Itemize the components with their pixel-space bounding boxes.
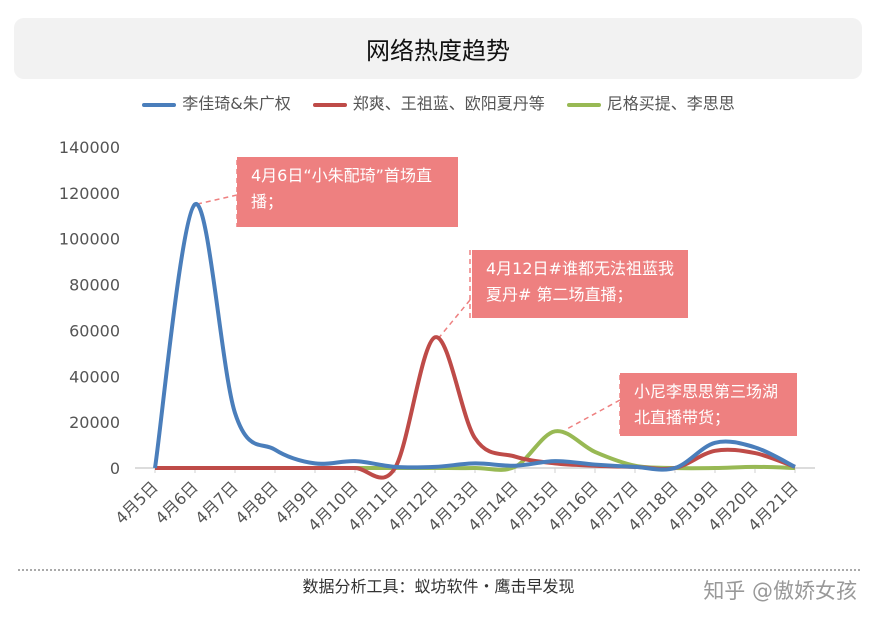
callout-line bbox=[192, 194, 238, 206]
legend: 李佳琦&朱广权 郑爽、王祖蓝、欧阳夏丹等 尼格买提、李思思 bbox=[0, 90, 877, 114]
y-tick-label: 140000 bbox=[59, 138, 120, 157]
y-tick-label: 120000 bbox=[59, 184, 120, 203]
legend-swatch bbox=[312, 102, 347, 107]
legend-item: 郑爽、王祖蓝、欧阳夏丹等 bbox=[312, 90, 545, 114]
x-tick-label: 4月8日 bbox=[231, 477, 281, 527]
legend-swatch bbox=[142, 102, 177, 107]
legend-label: 郑爽、王祖蓝、欧阳夏丹等 bbox=[352, 94, 545, 113]
x-tick-label: 4月7日 bbox=[191, 477, 241, 527]
annotation: 4月12日#谁都无法祖蓝我夏丹# 第二场直播； bbox=[472, 250, 688, 318]
annotation: 小尼李思思第三场湖北直播带货； bbox=[620, 373, 797, 436]
y-tick-label: 60000 bbox=[69, 321, 120, 340]
legend-label: 尼格买提、李思思 bbox=[606, 94, 735, 113]
legend-item: 李佳琦&朱广权 bbox=[142, 90, 291, 114]
series-line bbox=[153, 202, 796, 472]
y-tick-label: 0 bbox=[110, 459, 120, 478]
y-tick-label: 20000 bbox=[69, 413, 120, 432]
y-tick-label: 40000 bbox=[69, 367, 120, 386]
legend-swatch bbox=[566, 102, 601, 107]
annotation: 4月6日“小朱配琦”首场直播； bbox=[237, 157, 458, 227]
x-tick-label: 4月5日 bbox=[111, 477, 161, 527]
callout-line bbox=[564, 399, 621, 431]
y-tick-label: 80000 bbox=[69, 276, 120, 295]
chart-title: 网络热度趋势 bbox=[14, 18, 862, 79]
y-tick-label: 100000 bbox=[59, 230, 120, 249]
footer: 数据分析工具：蚁坊软件・鹰击早发现 bbox=[302, 577, 575, 596]
watermark: 知乎 @傲娇女孩 bbox=[703, 579, 857, 603]
legend-item: 尼格买提、李思思 bbox=[566, 90, 735, 114]
legend-label: 李佳琦&朱广权 bbox=[182, 94, 291, 113]
callout-line bbox=[436, 299, 471, 341]
x-tick-label: 4月6日 bbox=[151, 477, 201, 527]
